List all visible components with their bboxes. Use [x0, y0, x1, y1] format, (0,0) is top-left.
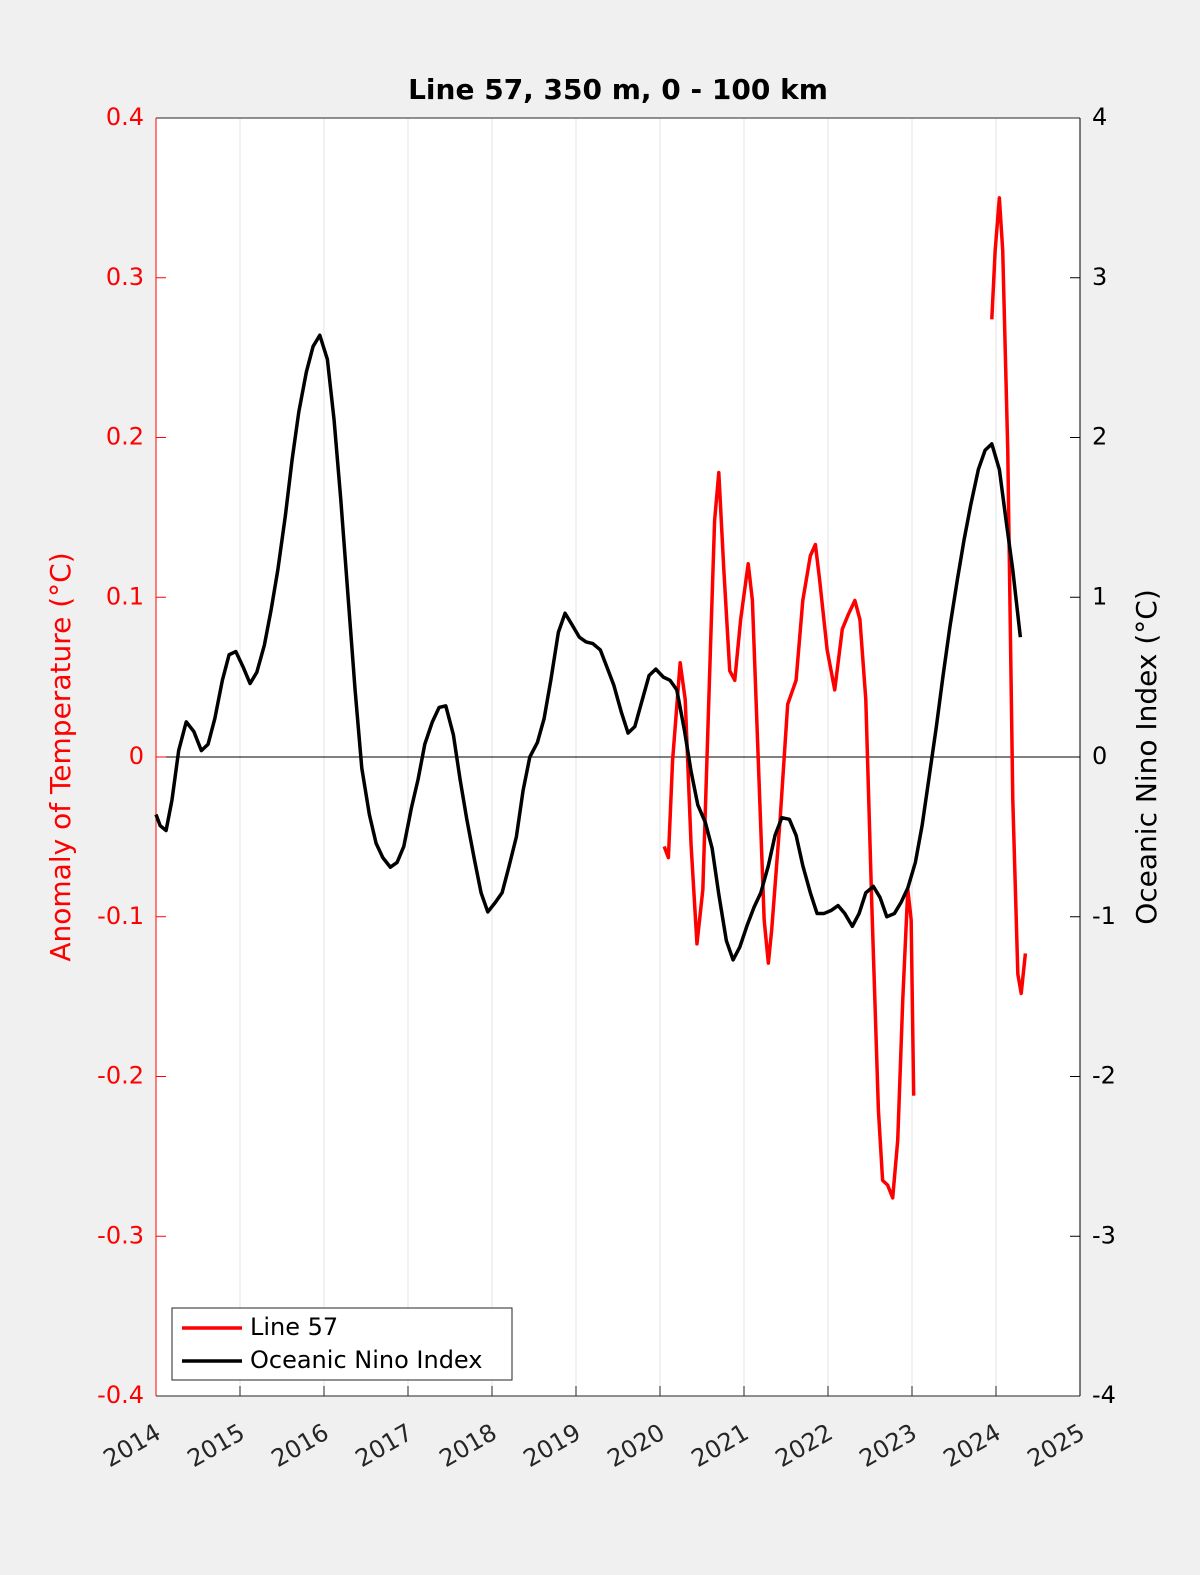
y2-tick-label: 2 — [1092, 423, 1107, 451]
y-tick-label: 0.4 — [106, 103, 144, 131]
x-tick-label: 2020 — [603, 1418, 670, 1473]
y2-tick-label: 1 — [1092, 582, 1107, 610]
x-tick-label: 2015 — [183, 1418, 250, 1473]
x-tick-label: 2025 — [1023, 1418, 1090, 1473]
y2-tick-label: -3 — [1092, 1221, 1116, 1249]
y-tick-label: 0.1 — [106, 582, 144, 610]
y2-axis-label: Oceanic Nino Index (°C) — [1130, 589, 1163, 925]
y-axis-label: Anomaly of Temperature (°C) — [44, 552, 77, 961]
y-tick-label: -0.3 — [97, 1221, 144, 1249]
y-tick-label: -0.4 — [97, 1381, 144, 1409]
x-tick-label: 2021 — [687, 1418, 754, 1473]
y-tick-label: 0 — [129, 742, 144, 770]
y2-tick-label: 4 — [1092, 103, 1107, 131]
legend-label: Oceanic Nino Index — [250, 1346, 482, 1374]
y-tick-label: -0.2 — [97, 1062, 144, 1090]
series-line — [662, 196, 1028, 1200]
x-tick-label: 2022 — [771, 1418, 838, 1473]
y2-tick-label: -4 — [1092, 1381, 1116, 1409]
x-tick-label: 2019 — [519, 1418, 586, 1473]
y2-tick-label: 3 — [1092, 263, 1107, 291]
y-tick-label: -0.1 — [97, 902, 144, 930]
x-tick-label: 2018 — [435, 1418, 502, 1473]
series-line — [154, 333, 1023, 962]
legend-label: Line 57 — [250, 1313, 338, 1341]
y2-tick-label: -2 — [1092, 1062, 1116, 1090]
chart-title: Line 57, 350 m, 0 - 100 km — [408, 73, 828, 106]
y-tick-label: 0.2 — [106, 423, 144, 451]
x-tick-label: 2014 — [99, 1418, 166, 1473]
y2-tick-label: -1 — [1092, 902, 1116, 930]
y2-tick-label: 0 — [1092, 742, 1107, 770]
x-tick-label: 2017 — [351, 1418, 418, 1473]
x-tick-label: 2023 — [855, 1418, 922, 1473]
y-tick-label: 0.3 — [106, 263, 144, 291]
x-tick-label: 2016 — [267, 1418, 334, 1473]
legend-box — [171, 1307, 513, 1381]
x-tick-label: 2024 — [939, 1418, 1006, 1473]
